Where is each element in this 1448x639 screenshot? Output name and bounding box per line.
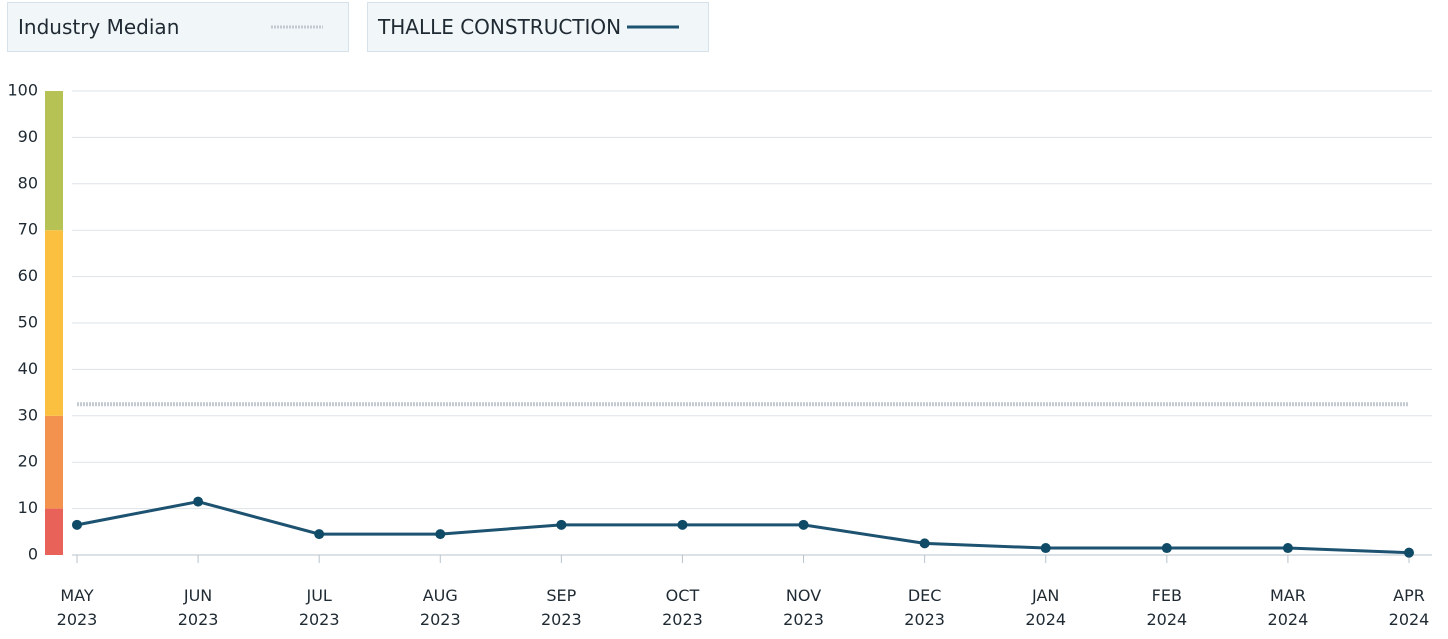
data-point (1282, 543, 1293, 554)
x-tick-label: MAY 2023 (56, 586, 98, 629)
y-tick-label: 0 (28, 545, 38, 564)
x-tick-label: NOV 2023 (783, 586, 824, 629)
y-tick-label: 10 (18, 498, 38, 517)
score-band (45, 508, 63, 555)
x-tick-label: DEC 2023 (904, 586, 945, 629)
x-tick-label: OCT 2023 (662, 586, 703, 629)
data-point (1161, 543, 1172, 554)
legend-swatch (271, 25, 324, 29)
y-tick-label: 100 (7, 81, 38, 100)
legend-label: THALLE CONSTRUCTION (378, 15, 622, 39)
y-tick-label: 60 (18, 266, 38, 285)
x-tick-label: AUG 2023 (419, 586, 461, 629)
score-band (45, 230, 63, 416)
y-tick-label: 30 (18, 405, 38, 424)
x-tick-label: APR 2024 (1388, 586, 1430, 629)
data-point (72, 519, 82, 530)
legend-label: Industry Median (18, 15, 180, 39)
x-tick-label: JUN 2023 (177, 586, 219, 629)
x-tick-label: FEB 2024 (1146, 586, 1188, 629)
score-band (45, 91, 63, 231)
legend-swatch (627, 25, 680, 29)
x-tick-label: JUL 2023 (298, 586, 340, 629)
y-tick-label: 70 (18, 220, 38, 239)
legend-item[interactable]: THALLE CONSTRUCTION (367, 2, 709, 52)
x-tick-label: MAR 2024 (1267, 586, 1309, 629)
data-point (677, 519, 688, 530)
y-tick-label: 90 (18, 127, 38, 146)
data-point (798, 519, 809, 530)
data-point (1404, 547, 1414, 558)
data-point (435, 529, 446, 540)
series-line (76, 500, 1410, 555)
x-tick-label: JAN 2024 (1025, 586, 1067, 629)
score-band (45, 415, 63, 509)
y-tick-label: 20 (18, 452, 38, 471)
y-tick-label: 80 (18, 173, 38, 192)
y-tick-label: 50 (18, 313, 38, 332)
data-point (193, 496, 204, 507)
x-tick-label: SEP 2023 (541, 586, 582, 629)
data-point (314, 529, 325, 540)
legend-item[interactable]: Industry Median (7, 2, 349, 52)
data-point (1040, 543, 1051, 554)
data-point (556, 519, 567, 530)
y-tick-label: 40 (18, 359, 38, 378)
data-point (919, 538, 930, 549)
